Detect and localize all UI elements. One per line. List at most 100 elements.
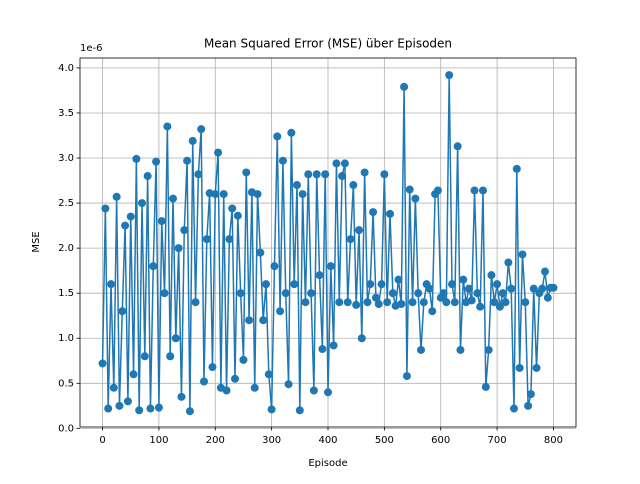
data-point bbox=[374, 300, 383, 308]
data-point bbox=[405, 185, 414, 194]
data-point bbox=[239, 355, 248, 364]
data-point bbox=[191, 298, 200, 307]
data-point bbox=[307, 289, 316, 298]
data-point bbox=[464, 284, 473, 293]
data-point bbox=[507, 284, 516, 293]
data-point bbox=[487, 271, 496, 280]
data-point bbox=[383, 298, 392, 307]
data-point bbox=[200, 377, 208, 386]
data-point bbox=[495, 302, 504, 311]
data-point bbox=[138, 199, 146, 208]
data-point bbox=[338, 172, 347, 181]
data-point bbox=[197, 125, 206, 134]
data-point bbox=[298, 190, 307, 199]
data-point bbox=[132, 154, 141, 163]
data-point bbox=[346, 235, 355, 244]
data-point bbox=[140, 352, 149, 361]
data-point bbox=[225, 235, 234, 244]
data-point bbox=[278, 156, 287, 165]
data-point bbox=[363, 298, 372, 307]
data-point bbox=[498, 289, 507, 298]
data-point bbox=[360, 168, 369, 177]
data-point bbox=[380, 170, 389, 179]
data-point bbox=[143, 172, 152, 181]
data-point bbox=[541, 267, 549, 276]
data-point bbox=[315, 271, 324, 280]
data-point bbox=[521, 298, 530, 307]
data-point bbox=[194, 170, 203, 179]
data-point bbox=[273, 132, 282, 141]
x-axis-label: Episode bbox=[308, 458, 347, 469]
x-tick-label: 700 bbox=[488, 435, 507, 446]
data-point bbox=[343, 298, 352, 307]
data-point bbox=[267, 405, 276, 414]
data-point bbox=[369, 208, 378, 217]
data-point bbox=[290, 280, 299, 289]
data-point bbox=[402, 372, 411, 381]
data-point bbox=[118, 307, 127, 316]
y-tick-label: 3.0 bbox=[58, 153, 74, 164]
data-point bbox=[160, 289, 169, 298]
data-point bbox=[448, 280, 456, 289]
data-point bbox=[526, 390, 535, 399]
y-axis-label: MSE bbox=[31, 231, 42, 252]
data-point bbox=[98, 359, 107, 368]
data-point bbox=[512, 164, 521, 173]
data-point bbox=[264, 370, 273, 379]
data-point bbox=[171, 334, 180, 343]
data-point bbox=[281, 289, 290, 298]
data-point bbox=[453, 142, 462, 151]
y-tick-label: 2.5 bbox=[58, 198, 74, 209]
data-point bbox=[154, 403, 163, 412]
data-point bbox=[371, 293, 380, 302]
data-point bbox=[411, 194, 420, 203]
data-point bbox=[123, 397, 132, 406]
data-point bbox=[428, 307, 437, 316]
data-point bbox=[202, 235, 211, 244]
data-point bbox=[549, 283, 558, 292]
data-point bbox=[146, 404, 155, 413]
data-point bbox=[445, 71, 454, 80]
data-point bbox=[228, 204, 237, 213]
y-tick-label: 0.0 bbox=[58, 423, 74, 434]
data-point bbox=[394, 275, 403, 284]
x-tick-label: 800 bbox=[544, 435, 563, 446]
data-point bbox=[400, 82, 409, 91]
plot bbox=[98, 71, 558, 416]
y-tick-label: 1.0 bbox=[58, 333, 74, 344]
data-point bbox=[355, 226, 363, 235]
data-point bbox=[214, 148, 223, 157]
data-point bbox=[518, 250, 527, 259]
data-point bbox=[152, 157, 161, 166]
data-point bbox=[169, 194, 177, 203]
data-point bbox=[335, 298, 344, 307]
data-point bbox=[174, 244, 183, 253]
data-point bbox=[414, 289, 423, 298]
data-point bbox=[109, 383, 118, 392]
data-point bbox=[501, 298, 510, 307]
data-point bbox=[101, 204, 110, 213]
y-tick-label: 2.0 bbox=[58, 243, 74, 254]
data-point bbox=[490, 298, 499, 307]
data-point bbox=[312, 170, 321, 179]
data-point bbox=[180, 226, 189, 235]
data-point bbox=[301, 298, 310, 307]
data-point bbox=[450, 298, 459, 307]
data-point bbox=[479, 186, 487, 195]
data-point bbox=[484, 345, 493, 354]
data-point bbox=[284, 380, 293, 389]
x-tick-label: 600 bbox=[431, 435, 450, 446]
data-point bbox=[467, 296, 476, 305]
data-point bbox=[340, 159, 349, 168]
data-point bbox=[470, 186, 479, 195]
y-offset-label: 1e-6 bbox=[80, 43, 103, 54]
x-tick-label: 200 bbox=[206, 435, 225, 446]
data-point bbox=[126, 212, 135, 221]
data-point bbox=[388, 289, 397, 298]
data-point bbox=[177, 392, 186, 401]
data-point bbox=[270, 262, 279, 271]
data-point bbox=[115, 401, 124, 410]
